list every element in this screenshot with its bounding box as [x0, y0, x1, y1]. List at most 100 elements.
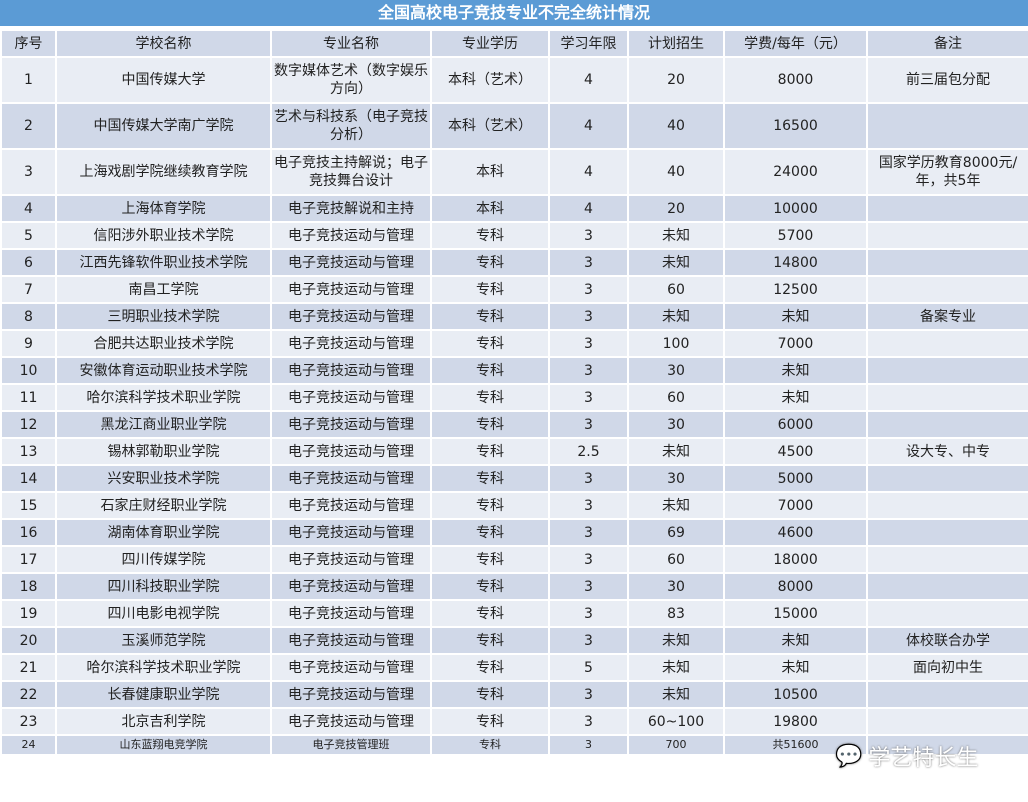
wechat-icon: 💬 [835, 743, 863, 769]
cell-degree: 本科 [430, 194, 550, 223]
cell-degree: 专科 [430, 248, 550, 277]
cell-school: 信阳涉外职业技术学院 [55, 221, 272, 250]
cell-tuition: 18000 [723, 545, 868, 574]
cell-notes [866, 572, 1028, 601]
table-row: 24 山东蓝翔电竞学院 电子竞技管理班 专科 3 700 共51600 [0, 734, 1028, 756]
cell-enrollment: 未知 [627, 248, 725, 277]
cell-tuition: 4500 [723, 437, 868, 466]
cell-years: 4 [548, 102, 629, 150]
table-row: 23 北京吉利学院 电子竞技运动与管理 专科 3 60~100 19800 [0, 707, 1028, 736]
cell-tuition: 未知 [723, 356, 868, 385]
header-col-major: 专业名称 [270, 29, 432, 58]
cell-degree: 专科 [430, 653, 550, 682]
cell-degree: 专科 [430, 518, 550, 547]
cell-notes: 国家学历教育8000元/年，共5年 [866, 148, 1028, 196]
cell-index: 20 [0, 626, 57, 655]
cell-degree: 专科 [430, 545, 550, 574]
cell-enrollment: 60~100 [627, 707, 725, 736]
cell-years: 4 [548, 148, 629, 196]
cell-school: 中国传媒大学南广学院 [55, 102, 272, 150]
cell-major: 电子竞技运动与管理 [270, 410, 432, 439]
table-row: 9 合肥共达职业技术学院 电子竞技运动与管理 专科 3 100 7000 [0, 329, 1028, 358]
cell-enrollment: 60 [627, 383, 725, 412]
cell-degree: 专科 [430, 680, 550, 709]
cell-index: 6 [0, 248, 57, 277]
cell-index: 21 [0, 653, 57, 682]
cell-notes [866, 518, 1028, 547]
cell-tuition: 14800 [723, 248, 868, 277]
cell-enrollment: 未知 [627, 437, 725, 466]
table-row: 3 上海戏剧学院继续教育学院 电子竞技主持解说；电子竞技舞台设计 本科 4 40 24000… [0, 148, 1028, 196]
table-title: 全国高校电子竞技专业不完全统计情况 [0, 0, 1028, 29]
table-row: 12 黑龙江商业职业学院 电子竞技运动与管理 专科 3 30 6000 [0, 410, 1028, 439]
cell-degree: 专科 [430, 437, 550, 466]
cell-major: 电子竞技运动与管理 [270, 572, 432, 601]
cell-school: 哈尔滨科学技术职业学院 [55, 653, 272, 682]
cell-school: 山东蓝翔电竞学院 [55, 734, 272, 756]
cell-tuition: 未知 [723, 626, 868, 655]
cell-tuition: 7000 [723, 329, 868, 358]
cell-enrollment: 69 [627, 518, 725, 547]
cell-tuition: 10000 [723, 194, 868, 223]
cell-major: 电子竞技运动与管理 [270, 329, 432, 358]
cell-enrollment: 未知 [627, 653, 725, 682]
cell-degree: 专科 [430, 356, 550, 385]
cell-years: 3 [548, 464, 629, 493]
table-row: 20 玉溪师范学院 电子竞技运动与管理 专科 3 未知 未知 体校联合办学 [0, 626, 1028, 655]
cell-tuition: 7000 [723, 491, 868, 520]
cell-enrollment: 40 [627, 148, 725, 196]
cell-index: 19 [0, 599, 57, 628]
cell-years: 4 [548, 56, 629, 104]
cell-enrollment: 未知 [627, 302, 725, 331]
cell-school: 石家庄财经职业学院 [55, 491, 272, 520]
cell-degree: 专科 [430, 707, 550, 736]
cell-tuition: 未知 [723, 383, 868, 412]
cell-tuition: 16500 [723, 102, 868, 150]
cell-major: 电子竞技解说和主持 [270, 194, 432, 223]
table-row: 16 湖南体育职业学院 电子竞技运动与管理 专科 3 69 4600 [0, 518, 1028, 547]
cell-years: 4 [548, 194, 629, 223]
cell-school: 湖南体育职业学院 [55, 518, 272, 547]
cell-notes [866, 734, 1028, 756]
cell-major: 电子竞技运动与管理 [270, 545, 432, 574]
cell-tuition: 12500 [723, 275, 868, 304]
cell-enrollment: 83 [627, 599, 725, 628]
cell-index: 17 [0, 545, 57, 574]
cell-years: 3 [548, 383, 629, 412]
cell-years: 3 [548, 302, 629, 331]
cell-years: 3 [548, 410, 629, 439]
cell-major: 电子竞技运动与管理 [270, 626, 432, 655]
cell-school: 长春健康职业学院 [55, 680, 272, 709]
cell-major: 电子竞技运动与管理 [270, 653, 432, 682]
cell-enrollment: 30 [627, 410, 725, 439]
cell-enrollment: 30 [627, 356, 725, 385]
cell-major: 电子竞技运动与管理 [270, 248, 432, 277]
table-row: 13 锡林郭勒职业学院 电子竞技运动与管理 专科 2.5 未知 4500 设大专、中专 [0, 437, 1028, 466]
cell-index: 9 [0, 329, 57, 358]
table-row: 18 四川科技职业学院 电子竞技运动与管理 专科 3 30 8000 [0, 572, 1028, 601]
cell-years: 3 [548, 248, 629, 277]
cell-school: 上海体育学院 [55, 194, 272, 223]
cell-notes: 前三届包分配 [866, 56, 1028, 104]
cell-notes [866, 680, 1028, 709]
cell-major: 电子竞技运动与管理 [270, 356, 432, 385]
cell-index: 12 [0, 410, 57, 439]
cell-major: 电子竞技运动与管理 [270, 707, 432, 736]
cell-years: 3 [548, 275, 629, 304]
cell-tuition: 5000 [723, 464, 868, 493]
cell-notes [866, 707, 1028, 736]
cell-notes [866, 329, 1028, 358]
cell-years: 3 [548, 572, 629, 601]
header-col-degree: 专业学历 [430, 29, 550, 58]
cell-degree: 专科 [430, 302, 550, 331]
cell-enrollment: 700 [627, 734, 725, 756]
cell-enrollment: 未知 [627, 626, 725, 655]
cell-years: 5 [548, 653, 629, 682]
cell-tuition: 8000 [723, 572, 868, 601]
cell-enrollment: 60 [627, 275, 725, 304]
cell-major: 电子竞技运动与管理 [270, 302, 432, 331]
cell-degree: 本科 [430, 148, 550, 196]
header-row: 序号 学校名称 专业名称 专业学历 学习年限 计划招生 学费/每年（元） 备注 [0, 29, 1028, 58]
table-row: 17 四川传媒学院 电子竞技运动与管理 专科 3 60 18000 [0, 545, 1028, 574]
cell-tuition: 未知 [723, 653, 868, 682]
